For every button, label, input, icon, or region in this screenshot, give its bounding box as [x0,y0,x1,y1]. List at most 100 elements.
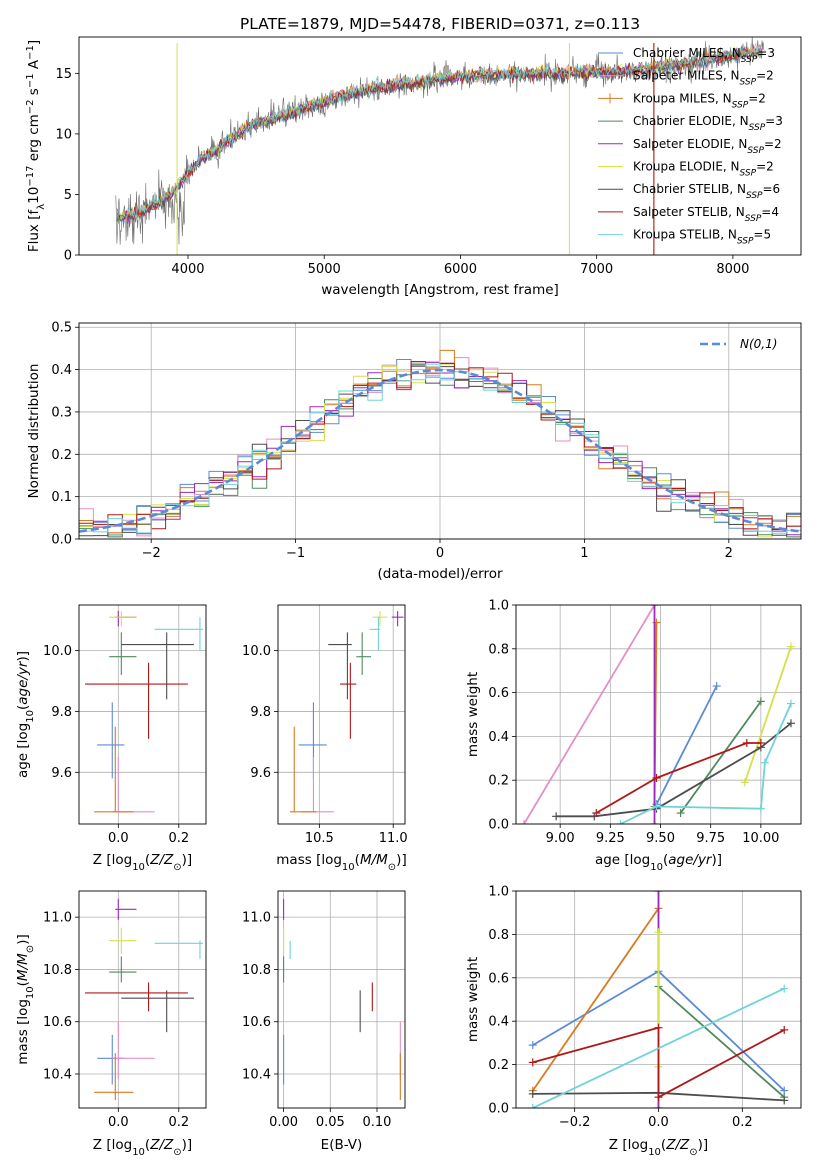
label-part: ( [15,981,31,986]
label-part: −1 [25,73,36,88]
mass-vs-ebv-panel: 0.00 0.05 0.10 10.4 10.6 10.8 11.0 E(B-V) [242,890,406,1153]
legend-model-name: Kroupa ELODIE, N [633,160,740,174]
y-tick-label: 10.0 [43,644,72,659]
y-tick-label: 0.5 [51,321,72,336]
legend-model-name: Kroupa MILES, N [633,91,732,105]
legend-label: Kroupa MILES, NSSP=2 [633,91,766,110]
label-part: −2 [25,99,36,114]
y-tick-label: 0.1 [51,490,72,505]
y-tick-label: 0.6 [488,971,509,986]
x-tick-label: 8000 [716,262,749,277]
legend-model-name: Salpeter ELODIE, N [633,137,747,151]
legend-subscript: SSP [741,55,758,65]
spectrum-panel: 4000 5000 6000 7000 8000 0 5 10 15 Chabrier MILES… [25,36,802,298]
x-tick-label: 0.0 [108,1115,129,1130]
legend-subscript: SSP [746,191,763,201]
legend-model-name: Kroupa STELIB, N [633,228,737,242]
y-tick-label: 10.8 [242,963,271,978]
label-part: ( [15,705,31,710]
legend-nssp: =2 [764,137,782,151]
y-tick-label: 1.0 [488,885,509,900]
y-tick-label: 9.6 [51,766,72,781]
x-tick-label: 9.50 [646,831,675,846]
y-tick-label: 0.8 [488,642,509,657]
y-tick-label: 0.8 [488,928,509,943]
y-axis-label: Flux [fλ10−17 erg cm−2 s−1 A−1] [25,40,47,252]
y-tick-label: 11.0 [242,911,271,926]
mass-weight-line [532,987,785,1108]
legend-model-name: Salpeter STELIB, N [633,205,745,219]
legend-model-name: Chabrier ELODIE, N [633,114,749,128]
label-part: Z/Z [149,1137,174,1153]
mass-weight-vs-Z-panel: −0.2 0.0 0.2 0.0 0.2 0.4 0.6 0.8 1.0 Z [log10(Z/Z… [465,885,802,1158]
label-part: )] [396,852,407,868]
label-part: )] [712,852,723,868]
model-spectrum-line [116,42,763,222]
x-tick-label: 6000 [444,262,477,277]
label-part: λ [36,204,47,210]
label-part: ⊙ [173,1147,181,1158]
label-part: Z [log [609,1137,648,1153]
label-part: ( [661,1137,666,1153]
legend-subscript: SSP [737,237,754,247]
mass-weight-line [655,685,718,805]
mass-weight-vs-age-plot-area [520,605,795,824]
x-tick-label: 11.0 [379,831,408,846]
label-part: Z/Z [665,1137,690,1153]
y-tick-label: 9.8 [250,705,271,720]
x-axis-label: age [log10(age/yr)] [595,852,722,873]
label-part: mass [log [15,999,31,1065]
legend-model-name: Salpeter MILES, N [633,69,740,83]
label-part: ] [26,40,42,45]
x-tick-label: 10.00 [742,831,779,846]
x-axis-label: wavelength [Angstrom, rest frame] [321,282,559,298]
age-vs-Z-panel: 0.0 0.29.69.810.0Z [log10(Z/Z⊙)]age [log1… [15,604,207,873]
age-vs-Z-plot-area [85,611,203,813]
label-part: age [log [595,852,650,868]
label-part: ( [145,852,150,868]
label-part: 10 [648,1147,661,1158]
y-tick-label: 0.6 [488,686,509,701]
age-vs-mass-panel: 10.5 11.0 9.6 9.8 10.0 mass [log10(M/M⊙)] [242,604,408,873]
label-part: 10 [650,862,663,873]
legend-label: Salpeter MILES, NSSP=2 [633,69,774,88]
y-tick-label: 0.3 [51,405,72,420]
x-tick-label: 0.2 [168,1115,189,1130]
legend-nssp: =3 [757,46,775,60]
y-tick-label: 9.8 [51,705,72,720]
y-tick-label: 10.4 [43,1068,72,1083]
mass-weight-line [595,742,761,814]
x-tick-label: 10.5 [305,831,334,846]
mass-weight-vs-Z-plot-area [528,891,789,1108]
axes-frame [78,36,802,256]
x-tick-label: 4000 [171,262,204,277]
legend-label: Chabrier STELIB, NSSP=6 [633,182,780,201]
label-part: M/M [15,953,31,981]
x-tick-label: 9.00 [546,831,575,846]
x-axis-label: Z [log10(Z/Z⊙)] [93,852,192,873]
y-tick-label: 11.0 [43,911,72,926]
x-axis-label: Z [log10(Z/Z⊙)] [93,1137,192,1158]
label-part: 10 [25,710,36,723]
y-tick-label: 0.0 [51,533,72,548]
label-part: Z [log [93,852,132,868]
age-vs-mass-plot-area [289,611,404,813]
x-tick-label: 0.10 [363,1115,392,1130]
label-part: 10 [342,862,355,873]
x-tick-label: −1 [286,546,305,561]
y-tick-label: 15 [55,67,72,82]
mass-weight-line [679,700,762,814]
x-tick-label: 0 [436,546,444,561]
label-part: ⊙ [173,862,181,873]
legend-model-name: Chabrier MILES, N [633,46,741,60]
legend-subscript: SSP [740,78,757,88]
label-part: )] [698,1137,709,1153]
y-tick-label: 0.4 [488,1015,509,1030]
x-tick-label: 0.0 [108,831,129,846]
y-tick-label: 10.6 [242,1015,271,1030]
legend-label: Kroupa ELODIE, NSSP=2 [633,160,774,179]
label-part: )] [182,852,193,868]
mass-weight-vs-age-panel: 9.00 9.25 9.50 9.75 10.00 0.0 0.2 0.4 0.6 0.8 1.0 a… [465,599,802,873]
